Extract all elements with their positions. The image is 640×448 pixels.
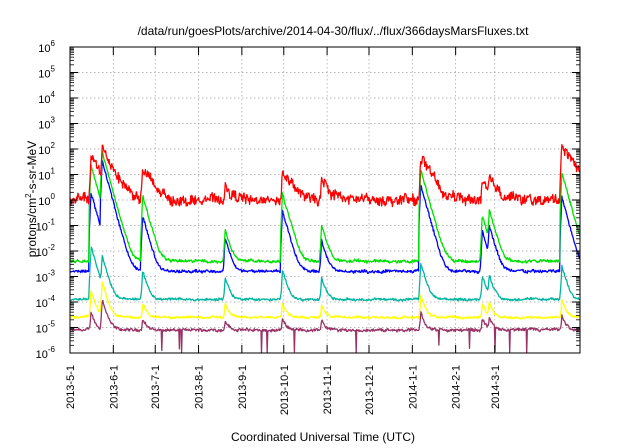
series-green (69, 150, 581, 264)
x-tick-label: 2013-9-1 (237, 365, 249, 409)
y-tick-base: 10 (36, 324, 48, 336)
x-tick-label: 2013-10-1 (279, 365, 291, 415)
y-tick-label: 100 (38, 192, 55, 208)
x-tick-label: 2013-6-1 (108, 365, 120, 409)
y-tick-label: 104 (38, 90, 55, 106)
y-tick-label: 103 (38, 116, 55, 132)
y-tick-label: 10-3 (36, 269, 56, 285)
y-tick-base: 10 (38, 120, 50, 132)
y-tick-base: 10 (38, 171, 50, 183)
series-teal (69, 246, 581, 302)
x-axis-label: Coordinated Universal Time (UTC) (231, 430, 415, 444)
y-tick-base: 10 (38, 94, 50, 106)
x-tick-label: 2013-11-1 (322, 365, 334, 414)
x-tick-label: 2014-1-1 (407, 365, 419, 409)
y-tick-exponent: 5 (51, 65, 56, 74)
x-tick-label: 2014-2-1 (451, 365, 463, 409)
series-white (69, 205, 581, 280)
y-axis-label: protons/cm2-s-sr-MeV (24, 141, 39, 257)
series-red (69, 144, 581, 208)
y-tick-base: 10 (38, 145, 50, 157)
y-tick-base: 10 (36, 247, 48, 259)
y-tick-exponent: 2 (51, 141, 56, 150)
x-tick-label: 2013-5-1 (65, 365, 77, 409)
y-tick-exponent: -1 (48, 218, 56, 227)
x-tick-labels: 2013-5-1 2013-6-1 2013-7-1 2013-8-1 2013-9-1… (65, 365, 502, 415)
y-tick-exponent: 1 (51, 167, 56, 176)
x-tick-label: 2013-7-1 (150, 365, 162, 409)
series-yellow (69, 281, 581, 320)
y-axis-label-sup: 2 (24, 193, 33, 198)
y-tick-exponent: -4 (48, 294, 56, 303)
y-axis-label-main: protons/cm (25, 198, 39, 257)
x-tick-label: 2013-12-1 (364, 365, 376, 415)
y-tick-label: 10-4 (36, 294, 56, 310)
series-blue (69, 159, 581, 275)
y-tick-label: 10-1 (36, 218, 56, 234)
y-tick-exponent: 0 (51, 192, 56, 201)
y-tick-exponent: -6 (48, 345, 56, 354)
y-tick-exponent: 3 (51, 116, 56, 125)
y-tick-exponent: 6 (51, 39, 56, 48)
y-tick-exponent: -5 (48, 320, 56, 329)
y-tick-base: 10 (36, 298, 48, 310)
y-tick-base: 10 (36, 349, 48, 361)
y-tick-base: 10 (36, 273, 48, 285)
x-tick-label: 2014-3-1 (490, 365, 502, 409)
series-purple (69, 299, 581, 354)
y-tick-label: 10-2 (36, 243, 56, 259)
y-tick-label: 10-6 (36, 345, 56, 361)
y-tick-exponent: 4 (51, 90, 56, 99)
y-tick-base: 10 (38, 69, 50, 81)
y-tick-base: 10 (38, 196, 50, 208)
y-tick-label: 101 (38, 167, 55, 183)
x-tick-label: 2013-8-1 (194, 365, 206, 409)
y-tick-base: 10 (38, 43, 50, 55)
series-layer (69, 144, 581, 354)
y-tick-label: 102 (38, 141, 55, 157)
y-tick-label: 10-5 (36, 320, 56, 336)
y-tick-exponent: -3 (48, 269, 56, 278)
y-tick-label: 105 (38, 65, 55, 81)
chart-title: /data/run/goesPlots/archive/2014-04-30/f… (138, 24, 530, 38)
y-tick-label: 106 (38, 39, 55, 55)
y-tick-base: 10 (36, 222, 48, 234)
y-tick-exponent: -2 (48, 243, 56, 252)
y-tick-labels: 10-610-510-410-310-210-11001011021031041… (36, 39, 56, 361)
tick-marks (69, 46, 580, 354)
y-axis-label-unit: -s-sr-MeV (25, 141, 39, 194)
